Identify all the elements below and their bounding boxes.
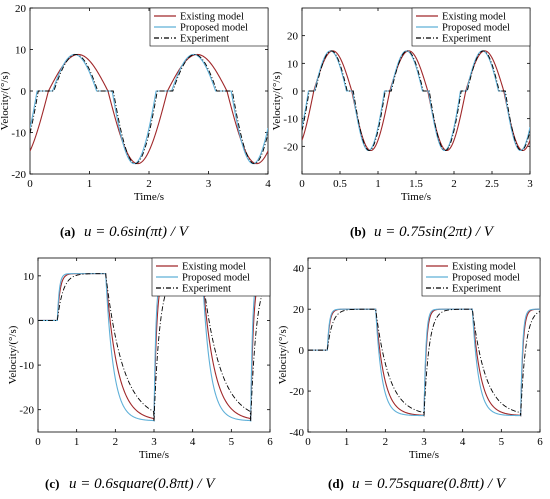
x-tick-label: 2 <box>451 178 457 190</box>
caption-label: (b) <box>350 224 366 239</box>
legend-entry-existing-model: Existing model <box>182 262 246 273</box>
legend-entry-existing-model: Existing model <box>452 262 516 273</box>
caption-label: (d) <box>328 476 344 491</box>
legend-entry-proposed-model: Proposed model <box>180 23 248 34</box>
x-tick-label: 0 <box>305 436 311 448</box>
chart-a: 0 1 2 3 4 -20 -10 0 10 20 Time/s Velocity/(°/s) Exis… <box>0 3 271 240</box>
y-tick-label: -20 <box>283 141 298 153</box>
y-tick-label: 40 <box>293 263 305 275</box>
legend-entry-existing-model: Existing model <box>180 12 244 23</box>
x-tick-label: 1.5 <box>409 178 423 190</box>
x-tick-label: 3 <box>527 178 533 190</box>
y-axis-label: Velocity/(°/s) <box>271 71 283 130</box>
caption-label: (a) <box>60 224 75 239</box>
y-tick-label: -20 <box>19 405 34 417</box>
x-tick-label: 4 <box>265 178 271 190</box>
x-tick-label: 5 <box>229 436 235 448</box>
x-tick-label: 2.5 <box>485 178 499 190</box>
x-tick-label: 1 <box>375 178 381 190</box>
series-group <box>30 53 268 165</box>
y-tick-label: -10 <box>19 360 34 372</box>
y-axis-label: Velocity/(°/s) <box>277 325 289 384</box>
x-tick-label: 2 <box>383 436 389 448</box>
y-tick-label: 10 <box>23 271 35 283</box>
x-tick-label: 1 <box>344 436 350 448</box>
y-tick-label: 10 <box>15 45 27 57</box>
chart-b: 0 0.5 1 1.5 2 2.5 3 -20 -10 0 10 20 Time/s Velocity/(… <box>271 7 533 240</box>
series-group <box>308 308 540 417</box>
y-tick-label: 20 <box>287 31 299 43</box>
y-tick-label: 10 <box>287 58 299 70</box>
y-tick-label: 20 <box>15 3 27 15</box>
series-experiment <box>38 273 270 421</box>
y-tick-label: 20 <box>293 304 305 316</box>
x-tick-label: 5 <box>499 436 505 448</box>
y-tick-label: 0 <box>21 86 27 98</box>
series-proposed-model <box>302 50 530 152</box>
series-group <box>38 273 270 422</box>
chart-c: 0 1 2 3 4 5 6 -20 -10 0 10 Time/s Velocity/(°/s) Exis… <box>7 257 273 492</box>
x-axis-label: Time/s <box>409 449 439 461</box>
x-tick-label: 6 <box>267 436 273 448</box>
y-tick-label: 0 <box>299 345 305 357</box>
y-tick-label: -10 <box>11 128 26 140</box>
legend-entry-experiment: Experiment <box>442 34 491 45</box>
x-axis-label: Time/s <box>401 191 431 203</box>
legend-entry-proposed-model: Proposed model <box>182 273 250 284</box>
x-tick-label: 6 <box>537 436 543 448</box>
x-tick-label: 2 <box>113 436 119 448</box>
legend-entry-experiment: Experiment <box>182 284 231 295</box>
legend-entry-experiment: Experiment <box>452 284 501 295</box>
caption-equation: u = 0.75square(0.8πt) / V <box>352 476 507 492</box>
caption-equation: u = 0.6square(0.8πt) / V <box>69 476 216 492</box>
caption-equation: u = 0.75sin(2πt) / V <box>374 224 495 240</box>
caption-label: (c) <box>45 476 59 491</box>
y-tick-label: -20 <box>289 386 304 398</box>
y-tick-label: 0 <box>29 315 35 327</box>
series-existing-model <box>302 50 530 152</box>
series-experiment <box>308 308 540 416</box>
legend-entry-existing-model: Existing model <box>442 12 506 23</box>
y-tick-label: 0 <box>293 86 299 98</box>
series-group <box>302 50 530 152</box>
x-tick-label: 3 <box>421 436 427 448</box>
y-tick-label: -40 <box>289 427 304 439</box>
series-experiment <box>30 54 268 165</box>
x-tick-label: 4 <box>460 436 466 448</box>
series-existing-model <box>30 53 268 165</box>
x-axis-label: Time/s <box>139 449 169 461</box>
chart-d: 0 1 2 3 4 5 6 -40 -20 0 20 40 Time/s Velocity/(°/s) Ex… <box>277 257 543 492</box>
x-tick-label: 2 <box>146 178 152 190</box>
y-tick-label: -20 <box>11 169 26 181</box>
caption-equation: u = 0.6sin(πt) / V <box>84 224 190 240</box>
x-tick-label: 3 <box>151 436 157 448</box>
x-tick-label: 1 <box>87 178 93 190</box>
x-tick-label: 0 <box>299 178 305 190</box>
x-axis-label: Time/s <box>134 191 164 203</box>
legend-entry-proposed-model: Proposed model <box>442 23 510 34</box>
y-tick-label: -10 <box>283 114 298 126</box>
x-tick-label: 3 <box>206 178 212 190</box>
x-tick-label: 0 <box>27 178 33 190</box>
x-tick-label: 4 <box>190 436 196 448</box>
x-tick-label: 0 <box>35 436 41 448</box>
series-experiment <box>302 50 530 151</box>
y-axis-label: Velocity/(°/s) <box>7 325 19 384</box>
x-tick-label: 0.5 <box>333 178 347 190</box>
legend-entry-experiment: Experiment <box>180 34 229 45</box>
legend-entry-proposed-model: Proposed model <box>452 273 520 284</box>
x-tick-label: 1 <box>74 436 80 448</box>
y-axis-label: Velocity/(°/s) <box>0 71 11 130</box>
